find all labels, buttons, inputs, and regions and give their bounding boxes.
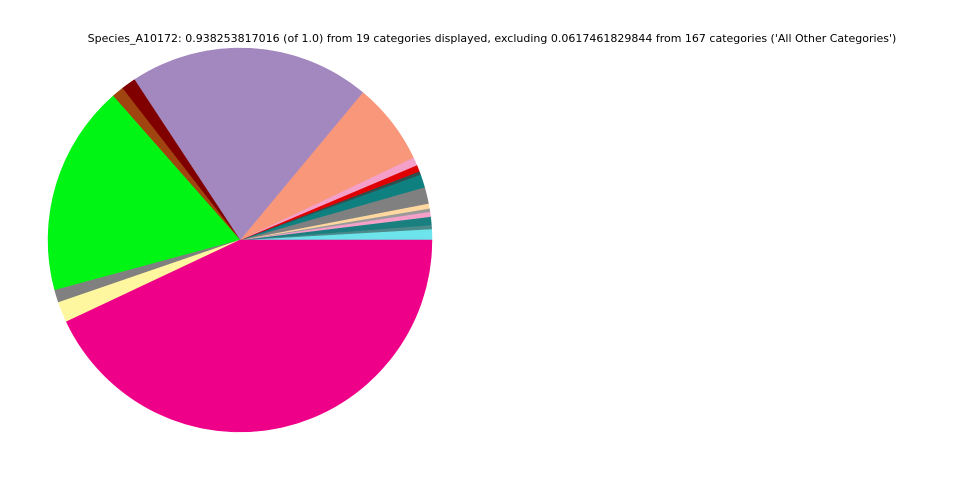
chart-title: Species_A10172: 0.938253817016 (of 1.0) …	[88, 32, 897, 45]
pie-slice	[47, 95, 241, 291]
pie-slice	[65, 239, 433, 433]
pie-slice	[134, 47, 364, 241]
